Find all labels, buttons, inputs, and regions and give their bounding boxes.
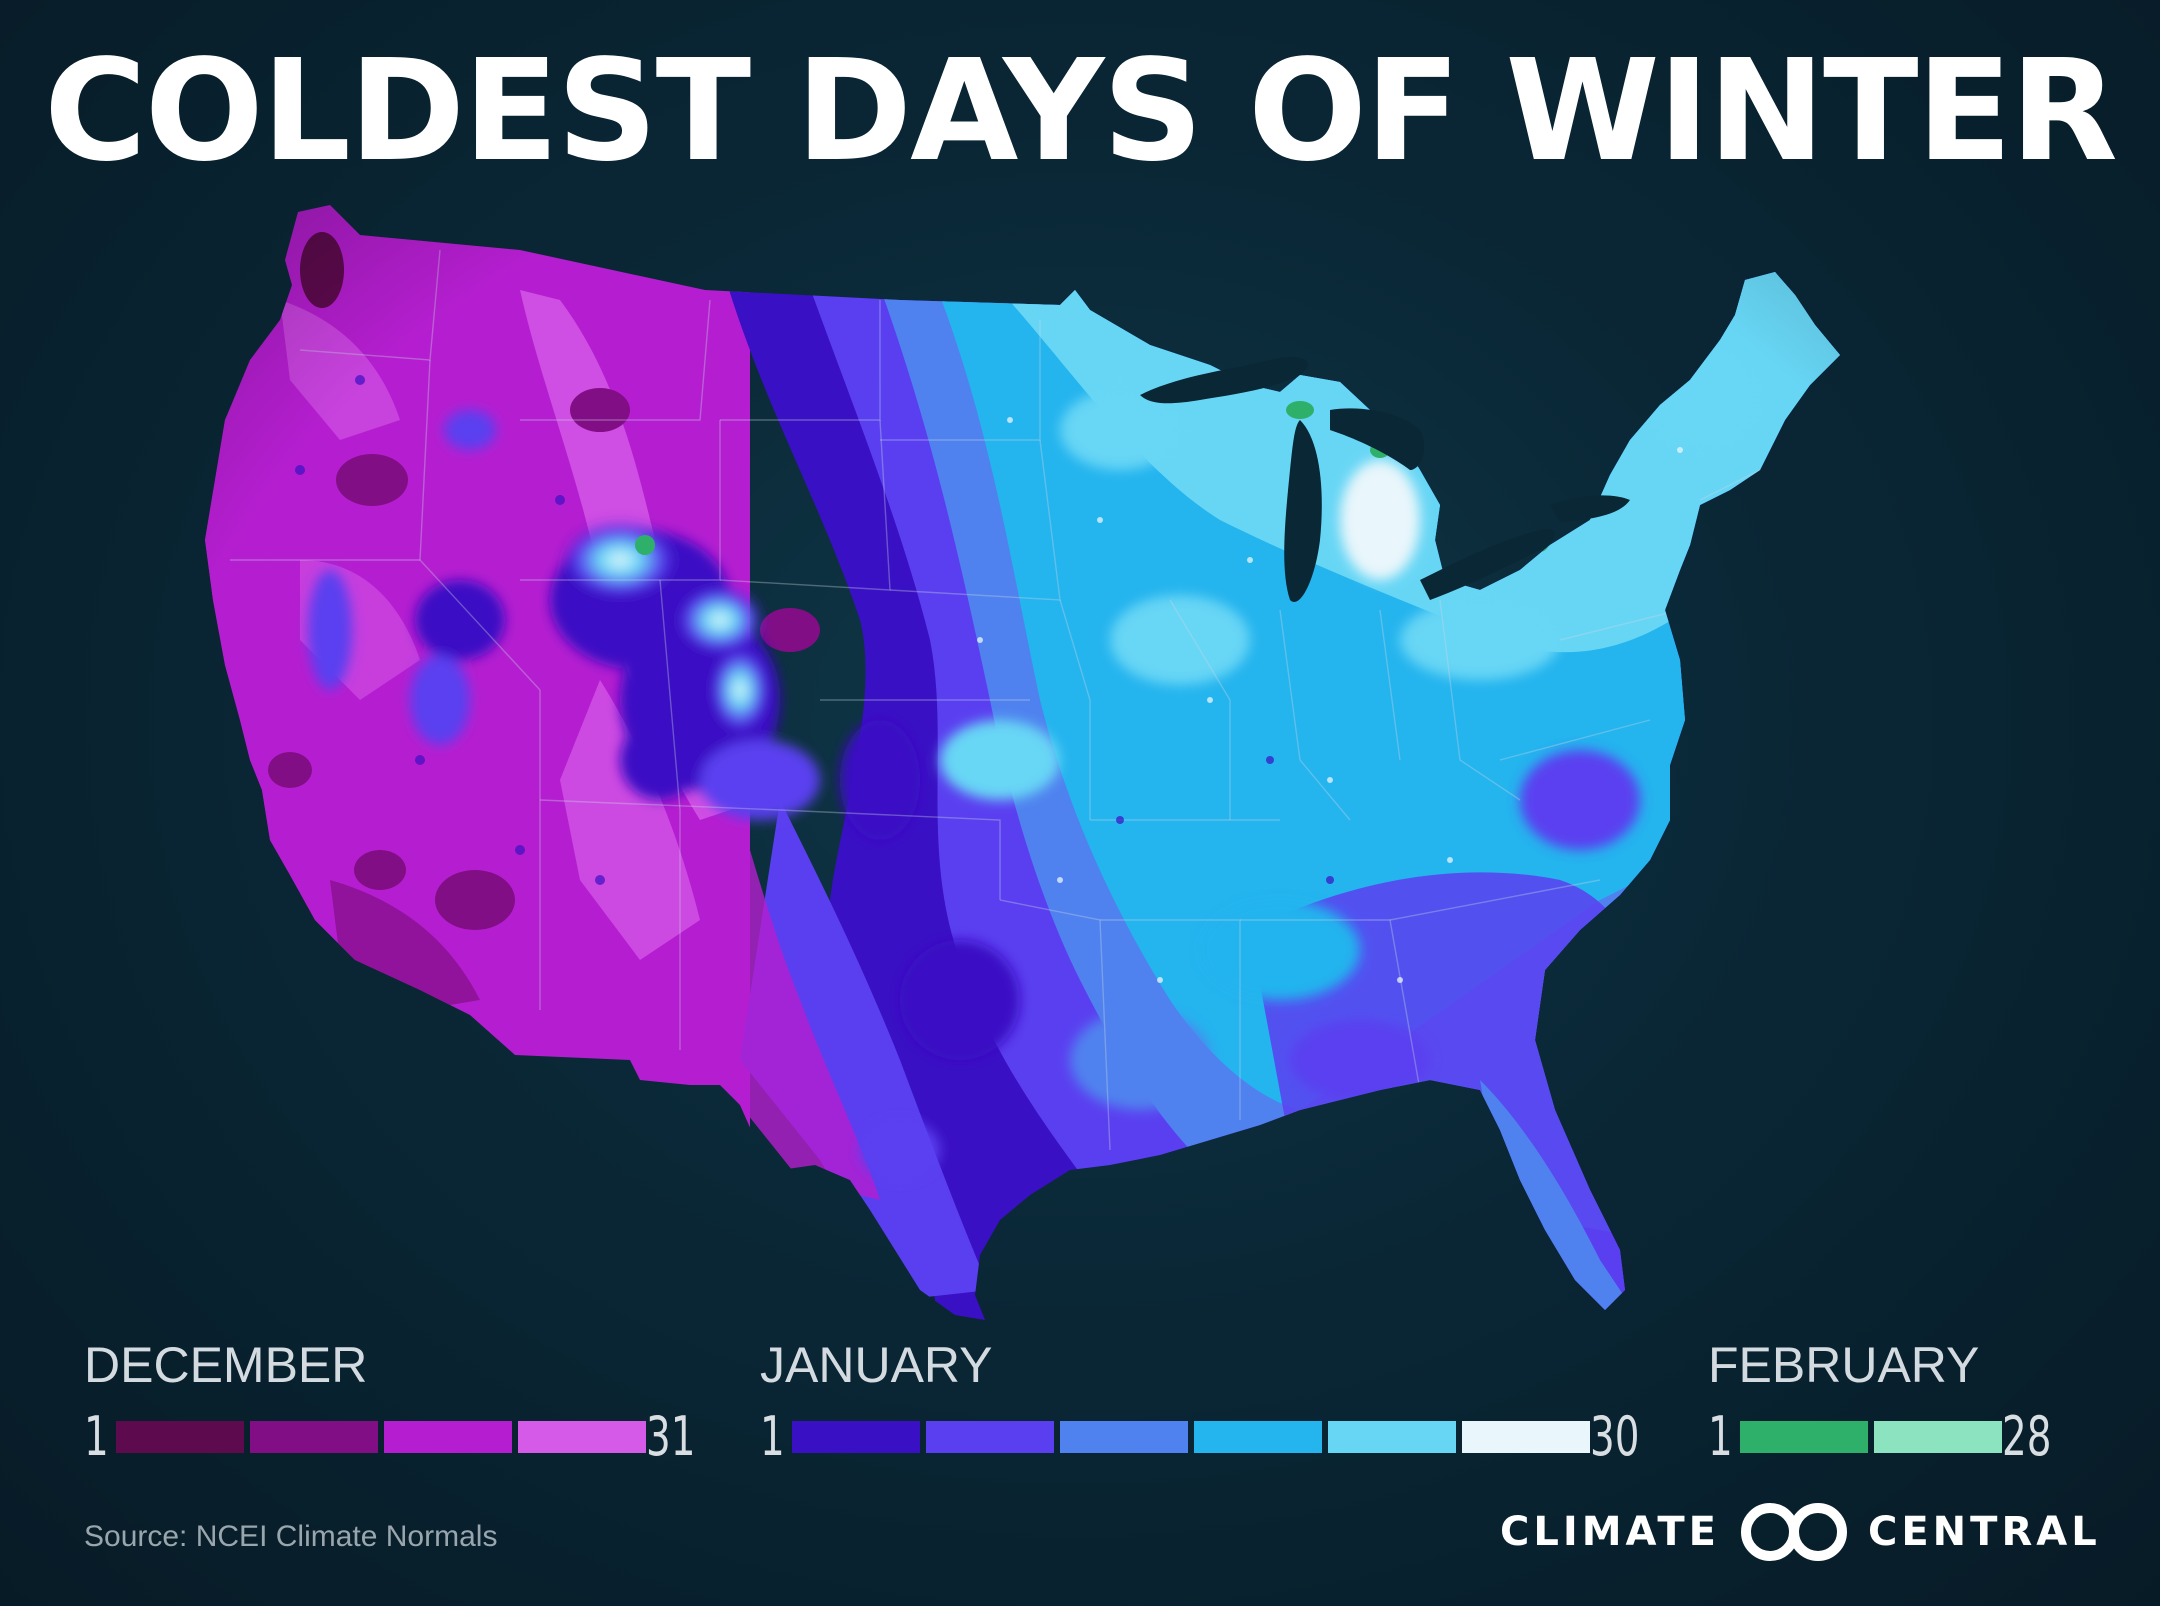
legend-end-value: 30 bbox=[1590, 1405, 1640, 1468]
legend-month-label: JANUARY bbox=[760, 1337, 993, 1393]
climate-central-rings-icon bbox=[1741, 1503, 1847, 1561]
great-lakes bbox=[1140, 356, 1630, 602]
legend-swatch bbox=[1060, 1421, 1189, 1453]
legend-swatches bbox=[792, 1421, 1591, 1453]
legend-swatch bbox=[1462, 1421, 1591, 1453]
legend-swatches bbox=[1740, 1421, 2003, 1453]
legend-swatch bbox=[518, 1421, 647, 1453]
legend-swatch bbox=[1328, 1421, 1457, 1453]
legend-swatch bbox=[1874, 1421, 2003, 1453]
legend-swatch bbox=[926, 1421, 1055, 1453]
legend-february: FEBRUARY 1 28 bbox=[1708, 1340, 2071, 1464]
legend-swatch bbox=[250, 1421, 379, 1453]
legend-swatch bbox=[792, 1421, 921, 1453]
logo-word-right: CENTRAL bbox=[1868, 1509, 2101, 1555]
legend-swatch bbox=[384, 1421, 513, 1453]
legend-start-value: 1 bbox=[1708, 1405, 1733, 1468]
legend-swatches bbox=[116, 1421, 647, 1453]
legend-start-value: 1 bbox=[760, 1405, 785, 1468]
legend-month-label: FEBRUARY bbox=[1708, 1337, 1980, 1393]
legend-december: DECEMBER 1 31 bbox=[84, 1340, 715, 1464]
source-credit: Source: NCEI Climate Normals bbox=[84, 1520, 498, 1553]
map-title: COLDEST DAYS OF WINTER bbox=[44, 30, 2118, 193]
legend-swatch bbox=[1194, 1421, 1323, 1453]
climate-central-logo: CLIMATE CENTRAL bbox=[1500, 1500, 2101, 1564]
legend-start-value: 1 bbox=[84, 1405, 109, 1468]
legend-swatch bbox=[116, 1421, 245, 1453]
legend-end-value: 31 bbox=[646, 1405, 696, 1468]
legend-january: JANUARY 1 30 bbox=[760, 1340, 1659, 1464]
legend-swatch bbox=[1740, 1421, 1869, 1453]
legend-month-label: DECEMBER bbox=[84, 1337, 368, 1393]
logo-word-left: CLIMATE bbox=[1500, 1509, 1720, 1555]
legend-end-value: 28 bbox=[2002, 1405, 2052, 1468]
